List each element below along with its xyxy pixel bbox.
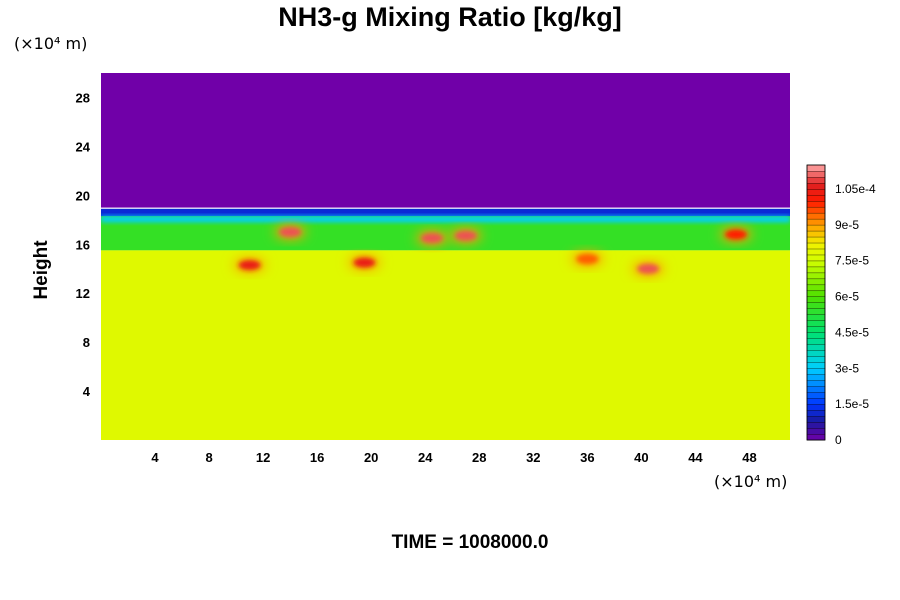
time-label: TIME = 1008000.0 [391, 532, 549, 553]
x-tick-label: 12 [256, 450, 270, 465]
colorbar-tick-label: 1.05e-4 [835, 182, 876, 196]
colorbar-segment [806, 433, 826, 441]
colorbar-segment [806, 391, 826, 399]
heatmap-region-0 [101, 73, 790, 208]
x-axis-unit: (×10⁴ m) [714, 472, 788, 491]
colorbar-segment [806, 374, 826, 381]
heatmap-feature-5 [576, 253, 599, 264]
colorbar-segment [806, 200, 826, 208]
colorbar-segment [806, 206, 826, 214]
x-tick-label: 32 [526, 450, 540, 465]
colorbar-tick-label: 3e-5 [835, 361, 859, 375]
colorbar-segment [806, 296, 826, 303]
colorbar-segment [806, 427, 826, 435]
colorbar-segment [806, 284, 826, 292]
colorbar-tick-label: 6e-5 [835, 290, 859, 304]
heatmap-region-2 [101, 250, 790, 440]
heatmap-transition-band-cyan [101, 216, 790, 223]
heatmap-feature-2 [353, 257, 376, 268]
colorbar-tick-label: 4.5e-5 [835, 325, 869, 339]
colorbar-segment [806, 182, 826, 190]
x-tick-label: 20 [364, 450, 378, 465]
colorbar-segment [806, 266, 826, 274]
x-tick-label: 36 [580, 450, 594, 465]
colorbar-segment [806, 421, 826, 429]
colorbar-segment [806, 397, 826, 405]
heatmap-feature-1 [279, 227, 302, 238]
x-tick-label: 40 [634, 450, 648, 465]
colorbar-segment [806, 308, 826, 315]
y-tick-label: 24 [76, 139, 91, 154]
colorbar-segment [806, 242, 826, 250]
heatmap-transition-band [101, 208, 790, 217]
heatmap-feature-7 [724, 229, 747, 240]
colorbar-segment [806, 415, 826, 423]
colorbar-segment [806, 278, 826, 286]
y-tick-label: 8 [83, 335, 90, 350]
colorbar-segment [806, 362, 826, 369]
colorbar-segment [806, 170, 826, 178]
colorbar-segment [806, 338, 826, 345]
colorbar-segment [806, 236, 826, 244]
heatmap-feature-4 [454, 230, 477, 241]
x-tick-label: 28 [472, 450, 486, 465]
x-tick-label: 24 [418, 450, 433, 465]
colorbar: 0 1.5e-5 3e-5 4.5e-5 6e-5 7.5e-5 9e-5 1.05e-4 [806, 164, 876, 447]
colorbar-segment [806, 350, 826, 357]
colorbar-segment [806, 386, 826, 393]
colorbar-segment [806, 290, 826, 297]
y-axis-ticks: 4 8 12 16 20 24 28 [76, 90, 91, 399]
colorbar-segment [806, 356, 826, 363]
colorbar-segment [806, 194, 826, 202]
colorbar-segment [806, 254, 826, 262]
colorbar-segment [806, 368, 826, 375]
heatmap-feature-3 [420, 233, 443, 244]
y-tick-label: 4 [83, 384, 91, 399]
colorbar-tick-label: 0 [835, 433, 842, 447]
colorbar-segment [806, 260, 826, 268]
colorbar-segment [806, 272, 826, 280]
colorbar-segment [806, 302, 826, 309]
x-axis-ticks: 4 8 12 16 20 24 28 32 36 40 44 48 [151, 450, 756, 465]
y-tick-label: 20 [76, 188, 90, 203]
x-tick-label: 8 [205, 450, 212, 465]
y-tick-label: 16 [76, 237, 90, 252]
x-tick-label: 16 [310, 450, 324, 465]
x-tick-label: 44 [688, 450, 703, 465]
y-tick-label: 12 [76, 286, 90, 301]
x-tick-label: 4 [151, 450, 159, 465]
colorbar-tick-label: 1.5e-5 [835, 397, 869, 411]
colorbar-segment [806, 218, 826, 226]
colorbar-frame [806, 164, 826, 441]
chart-title: NH3-g Mixing Ratio [kg/kg] [278, 2, 622, 32]
y-tick-label: 28 [76, 90, 90, 105]
colorbar-segment [806, 188, 826, 196]
heatmap-feature-6 [637, 263, 660, 274]
heatmap-field [101, 73, 790, 440]
colorbar-segment [806, 224, 826, 232]
heatmap-feature-0 [238, 260, 261, 271]
colorbar-segment [806, 380, 826, 387]
colorbar-segment [806, 230, 826, 238]
colorbar-segment [806, 332, 826, 339]
colorbar-segment [806, 403, 826, 411]
x-tick-label: 48 [742, 450, 756, 465]
colorbar-segment [806, 164, 826, 172]
colorbar-segment [806, 212, 826, 220]
colorbar-tick-label: 7.5e-5 [835, 254, 869, 268]
colorbar-tick-label: 9e-5 [835, 218, 859, 232]
colorbar-segment [806, 176, 826, 184]
colorbar-segment [806, 344, 826, 351]
colorbar-segment [806, 326, 826, 333]
colorbar-segment [806, 320, 826, 327]
colorbar-segment [806, 314, 826, 321]
colorbar-segment [806, 409, 826, 417]
colorbar-segment [806, 248, 826, 256]
y-axis-unit: (×10⁴ m) [14, 34, 88, 53]
